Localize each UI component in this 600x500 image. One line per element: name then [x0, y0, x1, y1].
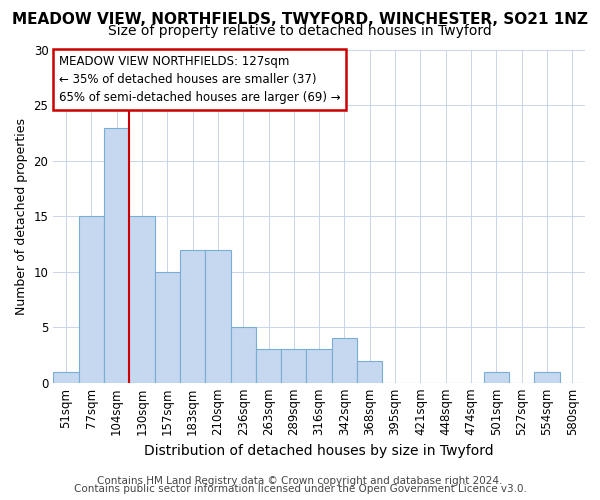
- Bar: [332, 338, 357, 382]
- Y-axis label: Number of detached properties: Number of detached properties: [15, 118, 28, 315]
- Bar: [205, 250, 230, 382]
- Text: MEADOW VIEW NORTHFIELDS: 127sqm
← 35% of detached houses are smaller (37)
65% of: MEADOW VIEW NORTHFIELDS: 127sqm ← 35% of…: [59, 55, 340, 104]
- Text: Contains public sector information licensed under the Open Government Licence v3: Contains public sector information licen…: [74, 484, 526, 494]
- Bar: [256, 350, 281, 382]
- Bar: [535, 372, 560, 382]
- Bar: [180, 250, 205, 382]
- Bar: [155, 272, 180, 382]
- Bar: [53, 372, 79, 382]
- Bar: [281, 350, 307, 382]
- Bar: [230, 327, 256, 382]
- Text: Size of property relative to detached houses in Twyford: Size of property relative to detached ho…: [108, 24, 492, 38]
- Bar: [129, 216, 155, 382]
- Bar: [104, 128, 129, 382]
- X-axis label: Distribution of detached houses by size in Twyford: Distribution of detached houses by size …: [145, 444, 494, 458]
- Bar: [79, 216, 104, 382]
- Bar: [484, 372, 509, 382]
- Bar: [307, 350, 332, 382]
- Bar: [357, 360, 382, 382]
- Text: MEADOW VIEW, NORTHFIELDS, TWYFORD, WINCHESTER, SO21 1NZ: MEADOW VIEW, NORTHFIELDS, TWYFORD, WINCH…: [12, 12, 588, 26]
- Text: Contains HM Land Registry data © Crown copyright and database right 2024.: Contains HM Land Registry data © Crown c…: [97, 476, 503, 486]
